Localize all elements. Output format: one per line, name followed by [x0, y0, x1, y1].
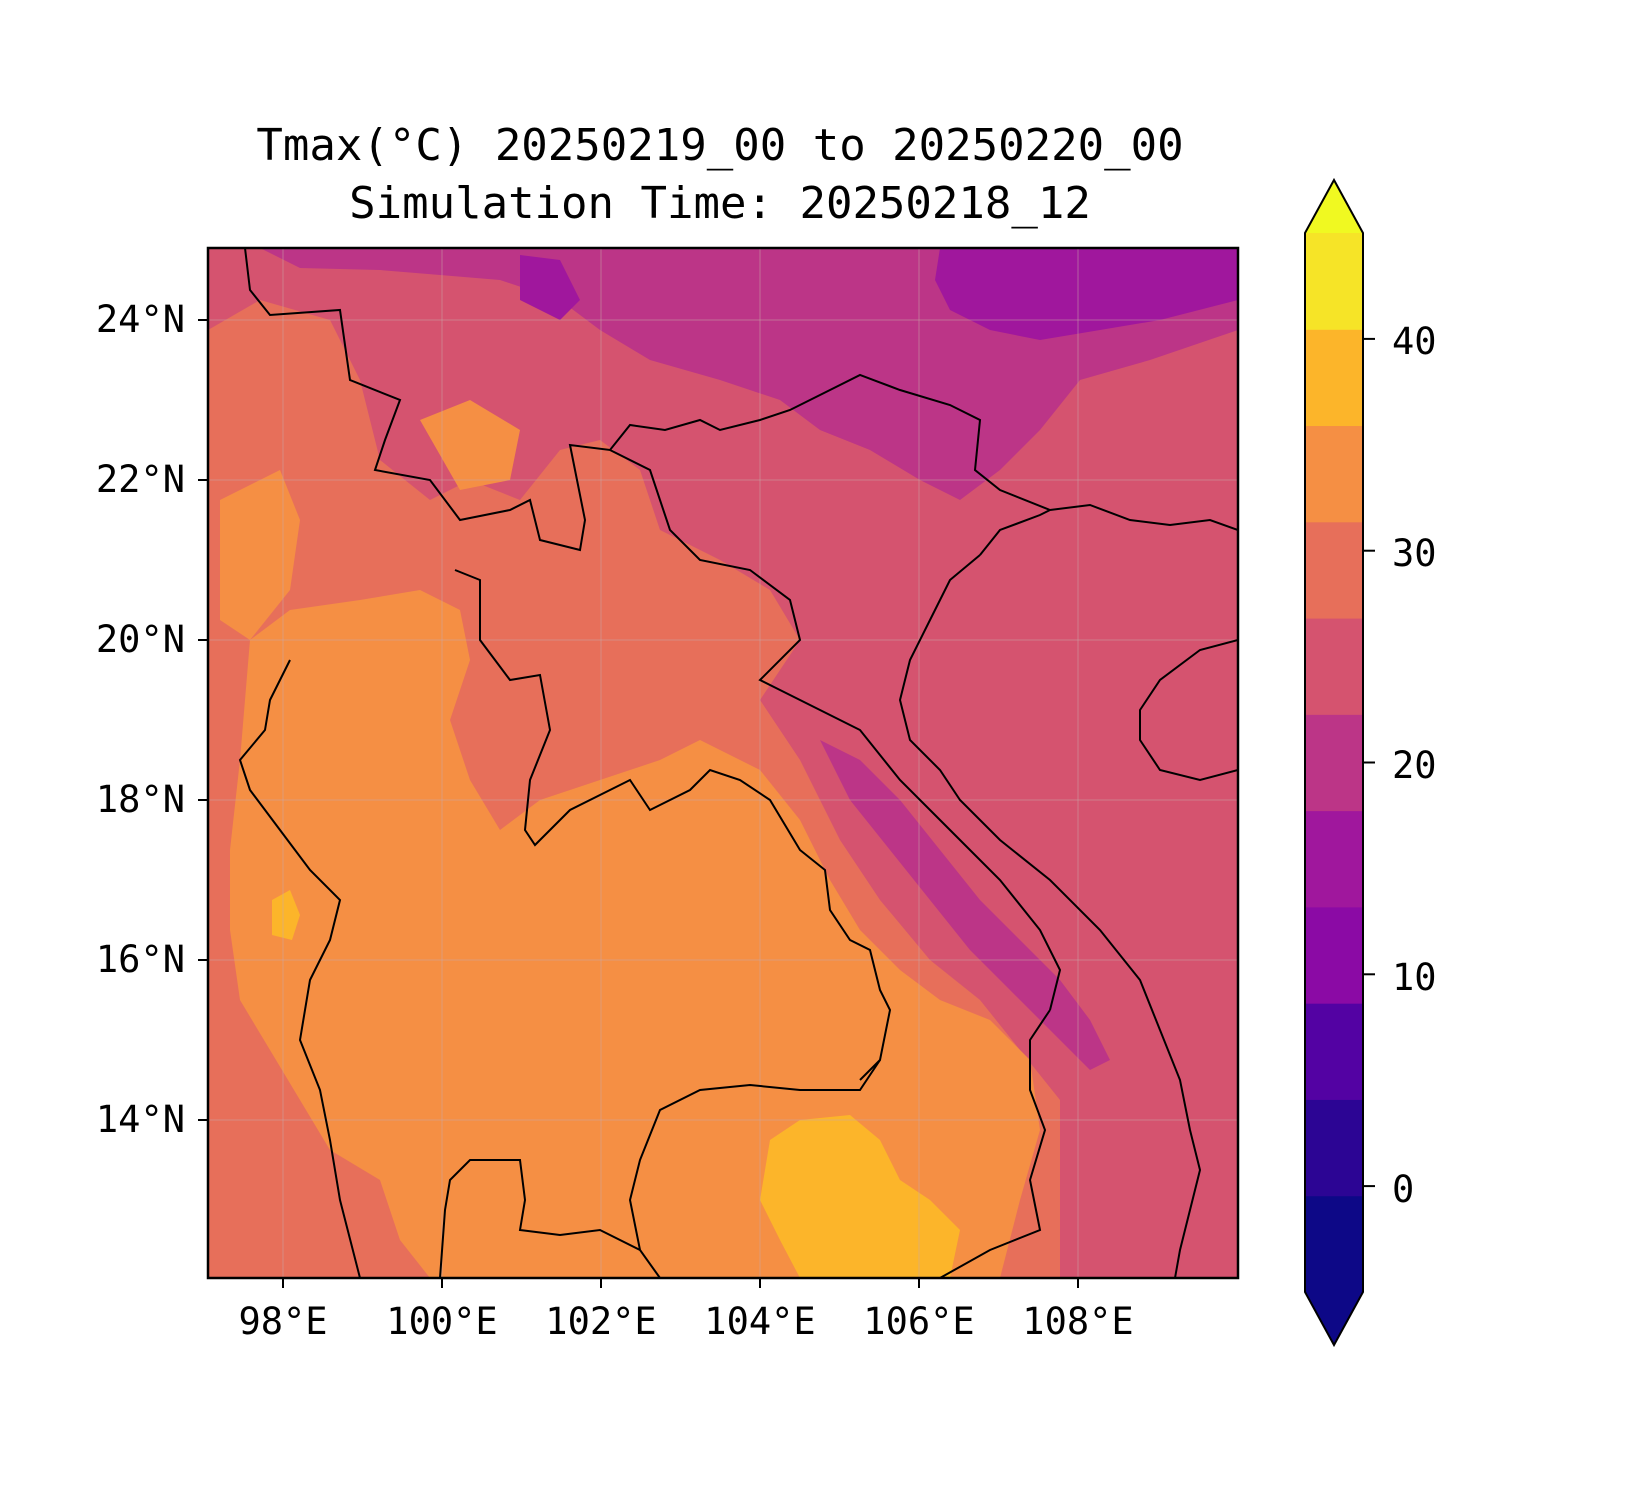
field-band-35-40-cambodia: [760, 1115, 960, 1278]
colorbar-segment: [1305, 618, 1363, 715]
colorbar-over-arrow: [1305, 180, 1363, 233]
colorbar-segment: [1305, 1099, 1363, 1197]
border-laos-vietnam: [609, 449, 1062, 1011]
coast-gulf-tonkin: [979, 509, 1051, 556]
map-subtitle: Simulation Time: 20250218_12: [349, 178, 1091, 229]
colorbar-segment: [1305, 1195, 1363, 1293]
lon-label-100: 100°E: [386, 1300, 498, 1343]
field-band-35-40-myanmar: [272, 890, 300, 940]
lat-label-20: 20°N: [95, 618, 185, 661]
lon-label-106: 106°E: [863, 1300, 975, 1343]
coast-hainan: [1139, 639, 1238, 782]
colorbar-label-0: 0: [1392, 1168, 1415, 1211]
field-patch-30-35-north: [420, 400, 520, 490]
lon-label-104: 104°E: [704, 1300, 816, 1343]
border-laos: [454, 569, 892, 1081]
border-thailand-myanmar: [238, 659, 361, 1278]
colorbar-outline: [1304, 177, 1364, 1348]
field-band-30-35: [230, 590, 1040, 1278]
lon-label-98: 98°E: [238, 1300, 328, 1343]
colorbar-segment: [1305, 810, 1363, 908]
colorbar-segment: [1305, 1003, 1363, 1100]
coast-gulf-thailand: [439, 1159, 641, 1278]
temperature-field: [208, 248, 1238, 1278]
coast-vietnam-east: [898, 503, 1238, 1278]
border-china-myanmar: [244, 248, 1051, 552]
axis-ticks: [198, 319, 1079, 1288]
colorbar-segment: [1305, 521, 1363, 619]
lon-label-102: 102°E: [545, 1300, 657, 1343]
borders: [238, 248, 1238, 1278]
field-patch-30-35-west: [220, 470, 300, 640]
field-band-10-15: [935, 248, 1238, 340]
colorbar-segment: [1305, 329, 1363, 427]
colorbar-label-30: 30: [1392, 532, 1437, 575]
map-title: Tmax(°C) 20250219_00 to 20250220_00: [256, 120, 1184, 171]
lat-label-18: 18°N: [95, 778, 185, 821]
colorbar-segment: [1305, 233, 1363, 330]
lat-label-24: 24°N: [95, 298, 185, 341]
lat-label-22: 22°N: [95, 458, 185, 501]
colorbar-segment: [1305, 425, 1363, 523]
plot-frame: [206, 246, 1240, 1280]
border-cambodia-vietnam: [939, 1009, 1051, 1278]
field-patch-10-15-north: [520, 255, 580, 320]
colorbar-segment: [1305, 714, 1363, 812]
field-band-15-20-coast: [820, 740, 1110, 1070]
colorbar-label-20: 20: [1392, 744, 1437, 787]
lat-label-14: 14°N: [95, 1098, 185, 1141]
lat-label-16: 16°N: [95, 938, 185, 981]
lon-label-108: 108°E: [1022, 1300, 1134, 1343]
colorbar-label-40: 40: [1392, 320, 1437, 363]
colorbar: [1304, 177, 1375, 1348]
colorbar-segment: [1305, 906, 1363, 1004]
colorbar-label-10: 10: [1392, 956, 1437, 999]
colorbar-under-arrow: [1305, 1292, 1363, 1345]
border-thailand-cambodia: [628, 1059, 881, 1278]
